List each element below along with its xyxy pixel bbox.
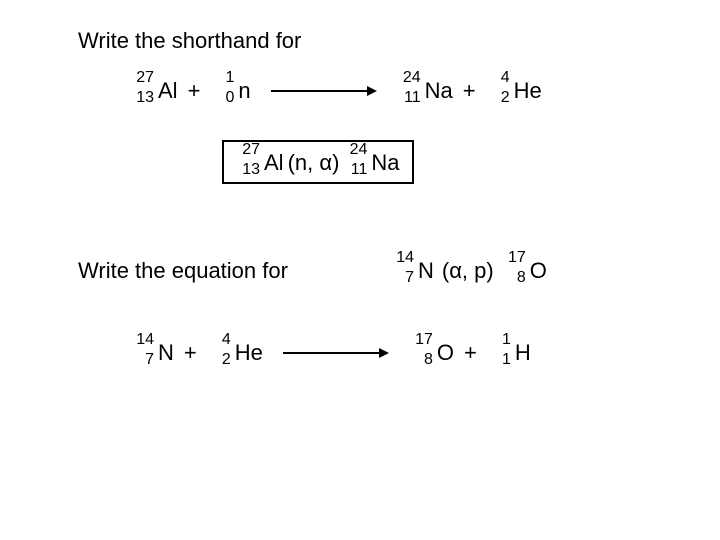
eq1-reactant-2: 1 0 n [210, 80, 250, 102]
prompt-1: Write the shorthand for [78, 28, 301, 54]
mass-number: 4 [486, 70, 510, 86]
element-symbol: N [416, 258, 434, 283]
reaction-arrow-icon [281, 343, 391, 363]
plus-sign: + [453, 78, 486, 104]
eq1-product-1: 24 11 Na [397, 80, 453, 102]
element-symbol: n [236, 78, 250, 103]
element-symbol: H [513, 340, 531, 365]
mass-number: 27 [236, 142, 260, 158]
mass-number: 27 [130, 70, 154, 86]
shorthand2-left: 14 7 N [390, 260, 434, 282]
element-symbol: He [233, 340, 263, 365]
eq2-product-2: 1 1 H [487, 342, 531, 364]
mass-number: 1 [210, 70, 234, 86]
shorthand2-mid: (α, p) [434, 258, 502, 284]
mass-number: 24 [397, 70, 421, 86]
atomic-number: 13 [236, 162, 260, 178]
atomic-number: 1 [487, 352, 511, 368]
atomic-number: 0 [210, 90, 234, 106]
atomic-number: 7 [390, 270, 414, 286]
element-symbol: O [528, 258, 547, 283]
atomic-number: 8 [502, 270, 526, 286]
shorthand2-right: 17 8 O [502, 260, 547, 282]
eq1-reactant-1: 27 13 Al [130, 80, 178, 102]
atomic-number: 13 [130, 90, 154, 106]
element-symbol: Na [423, 78, 453, 103]
plus-sign: + [454, 340, 487, 366]
mass-number: 17 [502, 250, 526, 266]
shorthand1-left: 27 13 Al [236, 152, 284, 174]
atomic-number: 2 [486, 90, 510, 106]
mass-number: 4 [207, 332, 231, 348]
mass-number: 17 [409, 332, 433, 348]
mass-number: 14 [390, 250, 414, 266]
element-symbol: Na [369, 150, 399, 175]
atomic-number: 8 [409, 352, 433, 368]
eq1-product-2: 4 2 He [486, 80, 542, 102]
plus-sign: + [174, 340, 207, 366]
equation-1: 27 13 Al + 1 0 n 24 11 Na + 4 2 He [130, 78, 542, 104]
shorthand-2: 14 7 N (α, p) 17 8 O [390, 258, 547, 284]
shorthand-1-box: 27 13 Al (n, α) 24 11 Na [222, 140, 414, 184]
shorthand1-right: 24 11 Na [343, 152, 399, 174]
element-symbol: Al [262, 150, 284, 175]
element-symbol: O [435, 340, 454, 365]
atomic-number: 11 [397, 90, 421, 106]
mass-number: 14 [130, 332, 154, 348]
element-symbol: Al [156, 78, 178, 103]
shorthand1-mid: (n, α) [284, 150, 344, 176]
plus-sign: + [178, 78, 211, 104]
mass-number: 1 [487, 332, 511, 348]
prompt-2: Write the equation for [78, 258, 288, 284]
atomic-number: 2 [207, 352, 231, 368]
mass-number: 24 [343, 142, 367, 158]
eq2-reactant-1: 14 7 N [130, 342, 174, 364]
eq2-reactant-2: 4 2 He [207, 342, 263, 364]
reaction-arrow-icon [269, 81, 379, 101]
eq2-product-1: 17 8 O [409, 342, 454, 364]
atomic-number: 7 [130, 352, 154, 368]
element-symbol: He [512, 78, 542, 103]
element-symbol: N [156, 340, 174, 365]
equation-2: 14 7 N + 4 2 He 17 8 O + 1 1 H [130, 340, 531, 366]
atomic-number: 11 [343, 162, 367, 178]
